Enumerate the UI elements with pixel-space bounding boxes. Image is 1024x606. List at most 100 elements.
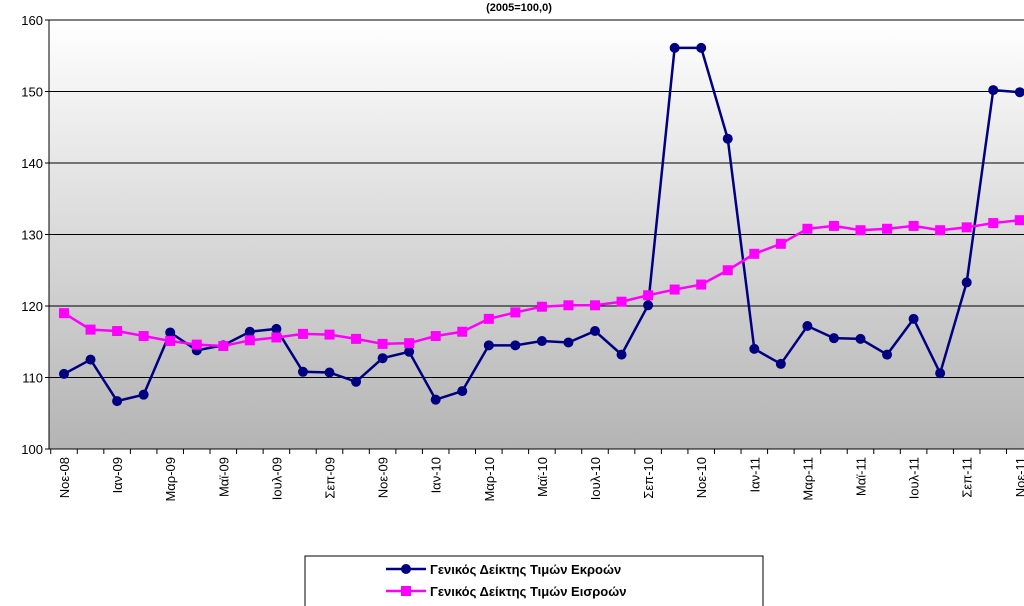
data-point — [483, 340, 494, 351]
data-point — [1014, 215, 1024, 226]
data-point — [377, 338, 388, 349]
y-tick-label: 130 — [21, 228, 43, 243]
legend-marker — [401, 586, 411, 596]
data-point — [855, 225, 866, 236]
x-tick-label: Ιουλ-11 — [907, 457, 922, 499]
data-point — [324, 329, 335, 340]
legend-marker — [401, 564, 411, 574]
data-point — [749, 343, 760, 354]
data-point — [218, 341, 229, 352]
data-point — [961, 222, 972, 233]
data-point — [616, 296, 627, 307]
x-tick-label: Ιουλ-09 — [269, 457, 284, 500]
data-point — [85, 354, 96, 365]
data-point — [457, 386, 468, 397]
data-point — [643, 290, 654, 301]
data-point — [935, 368, 946, 379]
data-point — [85, 324, 96, 335]
data-point — [563, 337, 574, 348]
data-point — [802, 223, 813, 234]
x-tick-label: Νοε-08 — [57, 457, 72, 498]
x-tick-label: Ιαν-11 — [747, 457, 762, 492]
data-point — [1014, 87, 1024, 98]
data-point — [749, 248, 760, 259]
data-point — [510, 307, 521, 318]
data-point — [430, 394, 441, 405]
x-tick-label: Σεπ-11 — [960, 457, 975, 498]
data-point — [297, 328, 308, 339]
x-tick-label: Νοε-11 — [1013, 457, 1024, 497]
data-point — [882, 349, 893, 360]
data-point — [882, 223, 893, 234]
data-point — [404, 346, 415, 357]
data-point — [722, 133, 733, 144]
data-point — [802, 321, 813, 332]
x-tick-label: Μαρ-11 — [800, 457, 815, 501]
x-tick-label: Σεπ-10 — [641, 457, 656, 499]
data-point — [908, 313, 919, 324]
x-tick-label: Νοε-09 — [376, 457, 391, 498]
data-point — [191, 339, 202, 350]
data-point — [669, 284, 680, 295]
x-tick-label: Μαρ-10 — [482, 457, 497, 502]
data-point — [59, 368, 69, 379]
data-point — [935, 225, 946, 236]
y-tick-label: 120 — [21, 299, 43, 314]
y-tick-label: 100 — [21, 442, 43, 457]
x-tick-label: Νοε-10 — [694, 457, 709, 498]
x-tick-label: Μαϊ-10 — [535, 457, 550, 497]
data-point — [855, 333, 866, 344]
y-tick-label: 160 — [21, 13, 43, 28]
x-tick-label: Ιαν-09 — [110, 457, 125, 493]
data-point — [775, 238, 786, 249]
data-point — [165, 336, 176, 347]
chart-title: (2005=100,0) — [486, 2, 552, 14]
data-point — [616, 349, 627, 360]
y-tick-label: 110 — [22, 371, 43, 386]
data-point — [297, 366, 308, 377]
data-point — [590, 326, 600, 337]
data-point — [244, 326, 255, 337]
data-point — [138, 331, 149, 342]
data-point — [828, 220, 839, 231]
data-point — [351, 333, 362, 344]
y-tick-label: 150 — [21, 85, 43, 100]
data-point — [112, 396, 123, 407]
legend-label: Γενικός Δείκτης Τιμών Εκροών — [430, 562, 621, 577]
x-tick-label: Μαϊ-09 — [216, 457, 231, 497]
data-point — [908, 220, 919, 231]
data-point — [59, 308, 69, 319]
x-tick-label: Σεπ-09 — [323, 457, 338, 499]
legend-label: Γενικός Δείκτης Τιμών Εισροών — [430, 584, 626, 599]
data-point — [483, 313, 494, 324]
data-point — [510, 340, 521, 351]
x-tick-label: Μαρ-09 — [163, 457, 178, 502]
data-point — [244, 335, 255, 346]
data-point — [722, 265, 733, 276]
data-point — [563, 300, 574, 311]
data-point — [271, 332, 282, 343]
data-point — [351, 376, 362, 387]
data-point — [430, 331, 441, 342]
data-point — [404, 338, 415, 349]
data-point — [138, 389, 149, 400]
data-point — [324, 367, 335, 378]
data-point — [112, 326, 123, 337]
data-point — [828, 333, 839, 344]
data-point — [457, 326, 468, 337]
data-point — [775, 358, 786, 369]
data-point — [988, 218, 999, 229]
legend — [304, 555, 764, 606]
x-tick-label: Ιουλ-10 — [588, 457, 603, 500]
data-point — [377, 353, 388, 364]
data-point — [696, 42, 707, 53]
data-point — [669, 42, 680, 53]
data-point — [961, 277, 972, 288]
data-point — [536, 301, 547, 312]
data-point — [696, 279, 707, 290]
x-tick-label: Μαϊ-11 — [854, 457, 869, 496]
data-point — [988, 85, 999, 96]
y-tick-label: 140 — [21, 156, 43, 171]
data-point — [271, 323, 282, 334]
